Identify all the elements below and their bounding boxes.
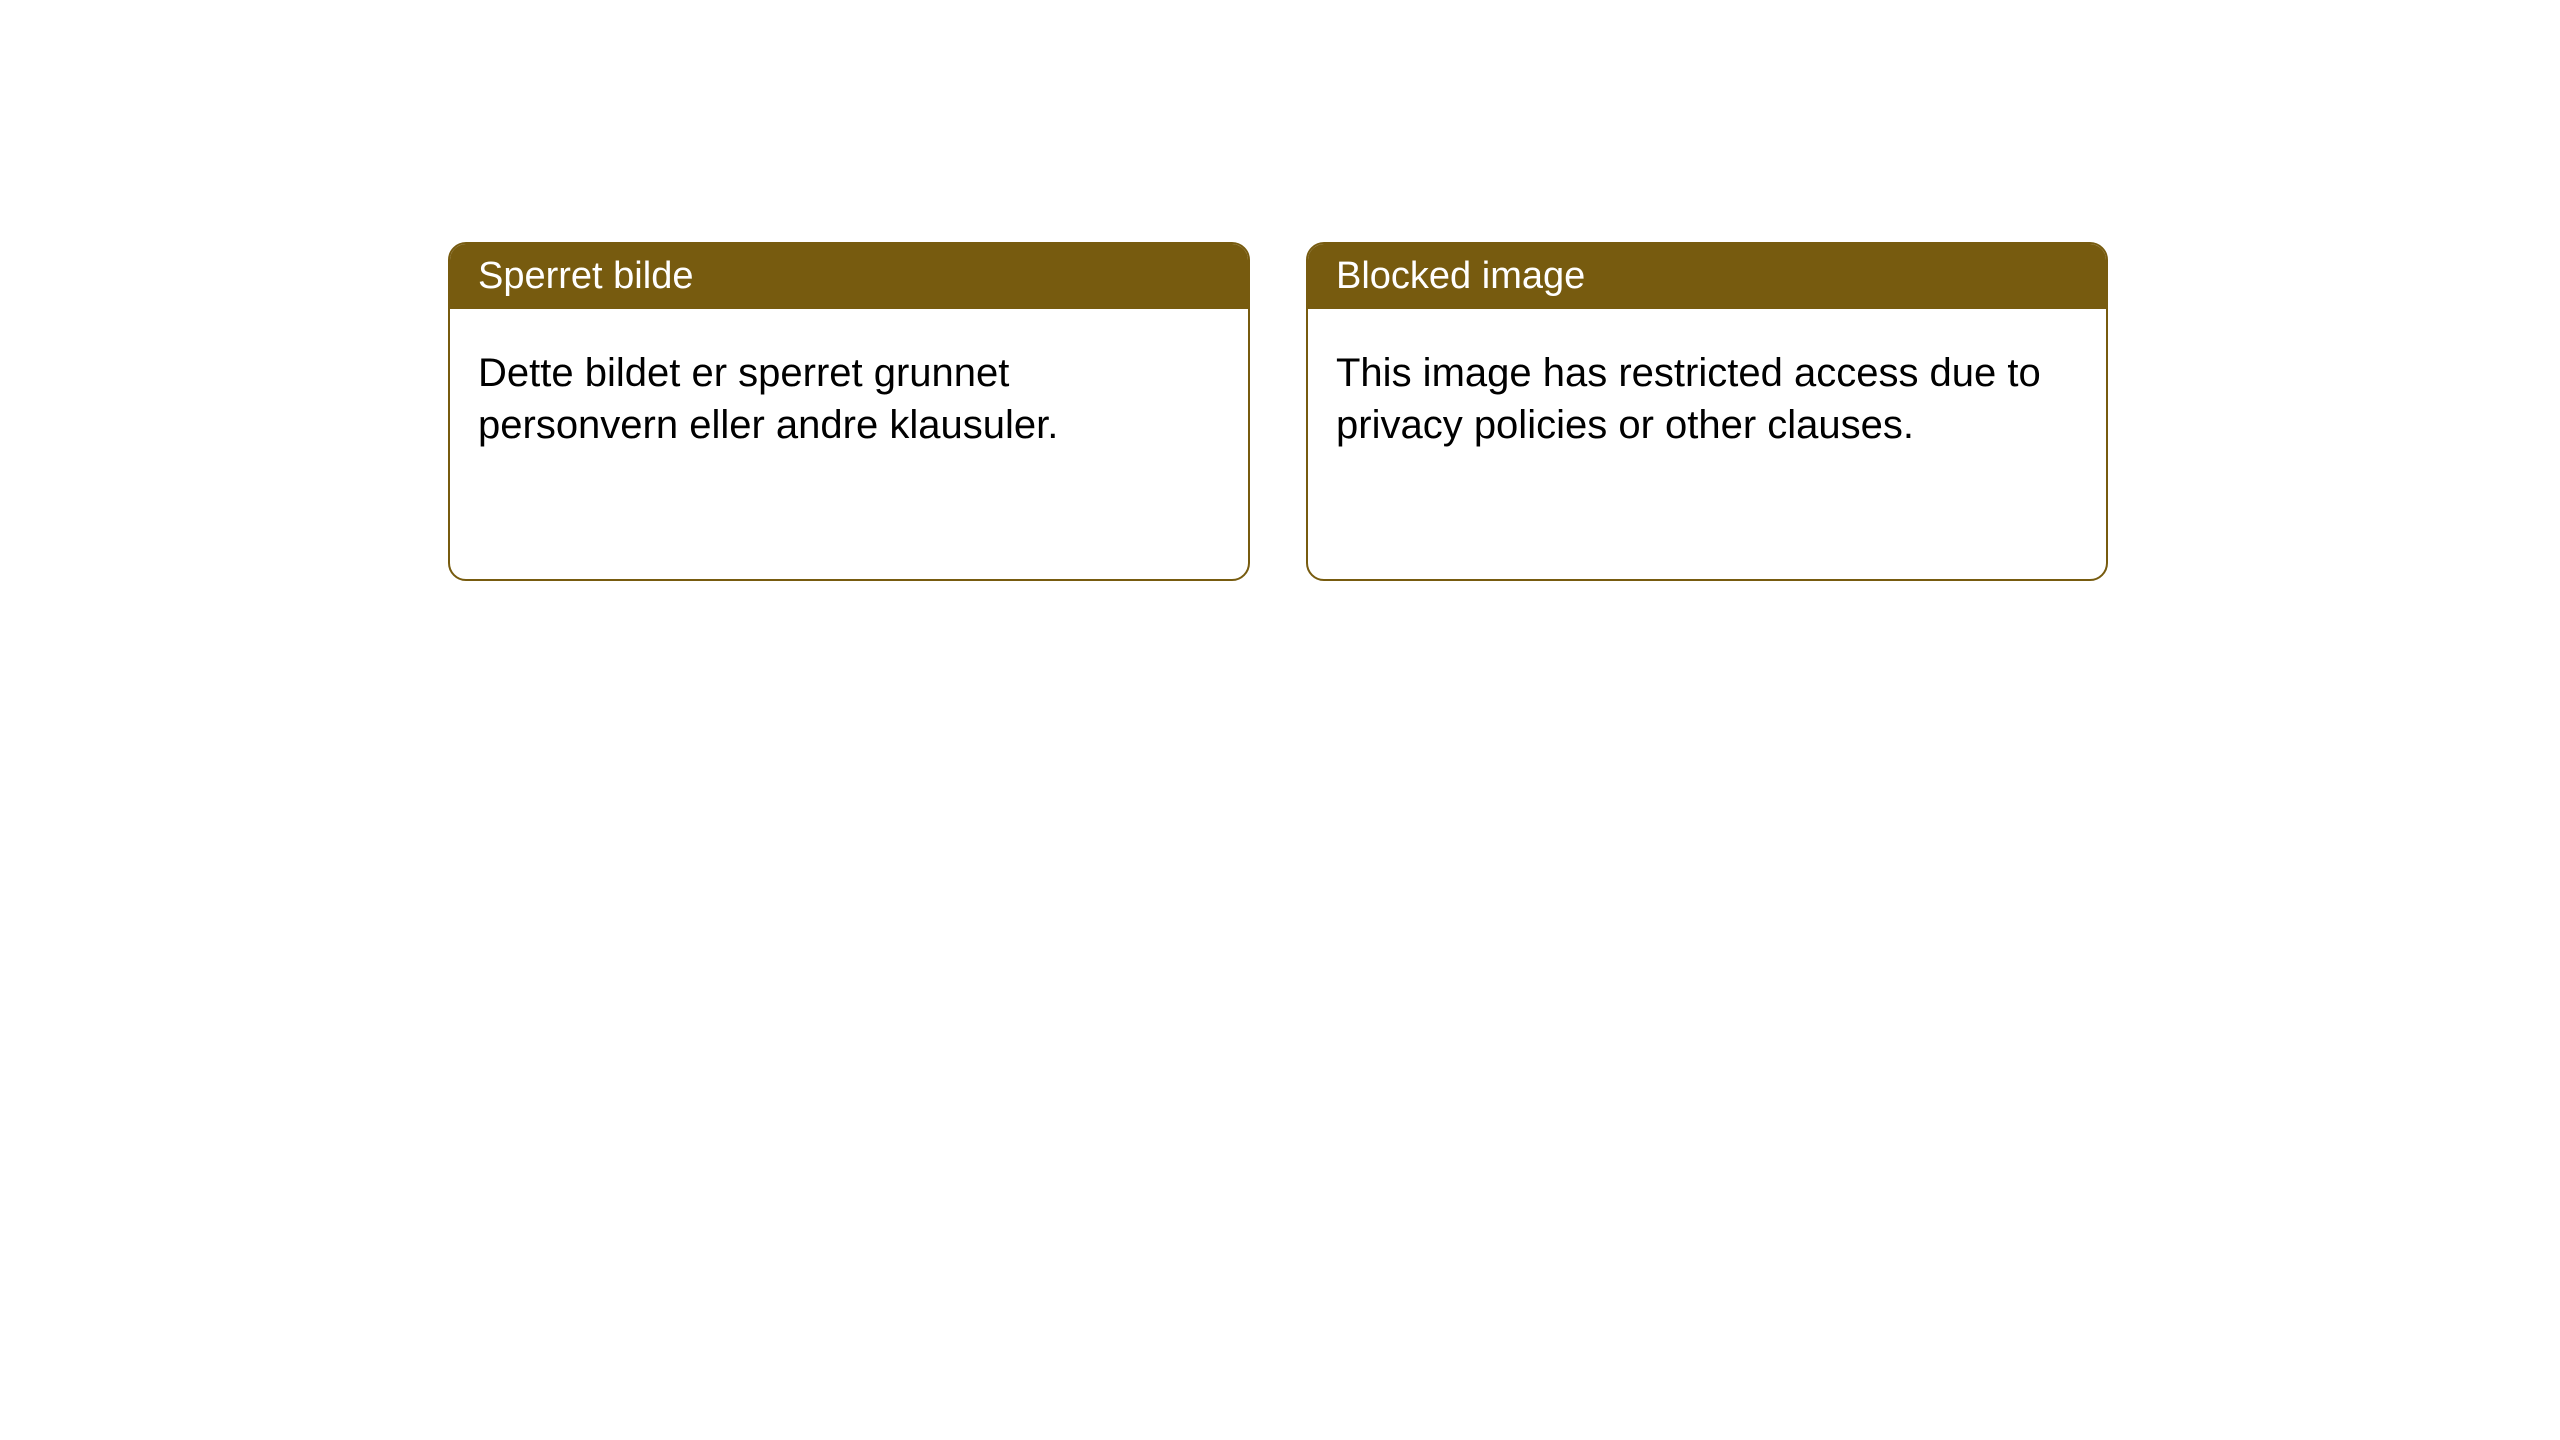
notice-message: This image has restricted access due to …	[1336, 351, 2041, 447]
notice-container: Sperret bilde Dette bildet er sperret gr…	[0, 0, 2560, 581]
notice-message: Dette bildet er sperret grunnet personve…	[478, 351, 1058, 447]
notice-box-english: Blocked image This image has restricted …	[1306, 242, 2108, 581]
notice-title: Sperret bilde	[478, 255, 693, 297]
notice-title: Blocked image	[1336, 255, 1585, 297]
notice-header: Sperret bilde	[450, 244, 1248, 309]
notice-body: This image has restricted access due to …	[1308, 309, 2106, 579]
notice-body: Dette bildet er sperret grunnet personve…	[450, 309, 1248, 579]
notice-header: Blocked image	[1308, 244, 2106, 309]
notice-box-norwegian: Sperret bilde Dette bildet er sperret gr…	[448, 242, 1250, 581]
